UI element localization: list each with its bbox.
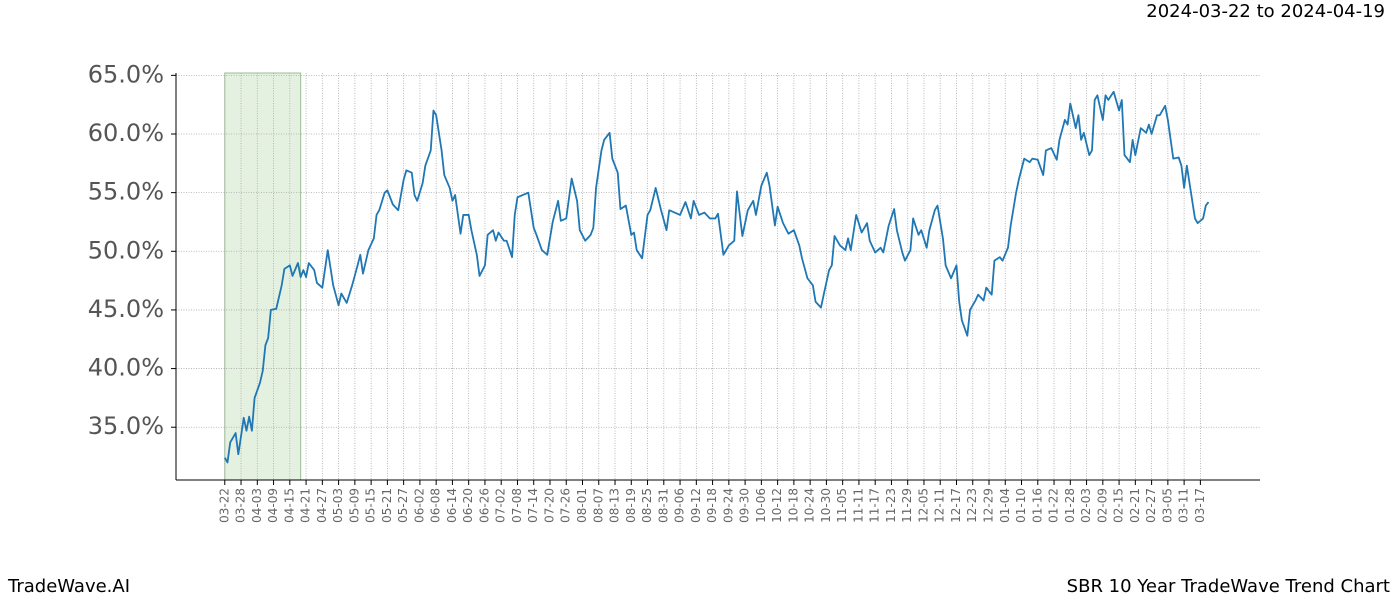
x-tick-label: 07-14 [526,488,540,523]
x-tick-label: 10-30 [819,488,833,523]
x-tick-label: 08-07 [591,488,605,523]
x-tick-label: 12-05 [916,488,930,523]
y-tick-label: 55.0% [88,178,164,206]
x-tick-label: 11-17 [868,488,882,523]
brand: TradeWave.AI [7,576,130,597]
x-tick-label: 10-12 [770,488,784,523]
x-tick-label: 05-15 [364,488,378,523]
x-tick-label: 08-19 [624,488,638,523]
x-tick-label: 01-22 [1047,488,1061,523]
x-tick-label: 02-21 [1128,488,1142,523]
x-tick-label: 06-14 [445,488,459,523]
x-tick-label: 02-03 [1079,488,1093,523]
x-tick-label: 03-11 [1177,488,1191,523]
x-tick-label: 01-16 [1030,488,1044,523]
x-tick-label: 11-29 [900,488,914,523]
line-series [224,90,1210,464]
x-tick-label: 06-02 [412,488,426,523]
x-tick-label: 08-13 [608,488,622,523]
x-tick-label: 07-26 [559,488,573,523]
x-tick-label: 09-30 [738,488,752,523]
chart-title: SBR 10 Year TradeWave Trend Chart [1067,576,1390,597]
x-tick-label: 04-03 [250,488,264,523]
x-tick-label: 04-15 [282,488,296,523]
x-tick-label: 08-31 [656,488,670,523]
x-tick-label: 04-27 [315,488,329,523]
x-tick-label: 12-29 [982,488,996,523]
x-tick-label: 04-09 [266,488,280,523]
x-tick-label: 09-12 [689,488,703,523]
x-tick-label: 05-09 [347,488,361,523]
x-tick-label: 07-08 [510,488,524,523]
x-tick-label: 08-01 [575,488,589,523]
x-tick-label: 11-05 [835,488,849,523]
x-tick-label: 06-20 [461,488,475,523]
x-tick-label: 06-08 [429,488,443,523]
y-tick-label: 65.0% [88,60,164,88]
x-tick-label: 09-18 [705,488,719,523]
x-tick-label: 01-28 [1063,488,1077,523]
x-tick-label: 08-25 [640,488,654,523]
highlight-range [224,72,302,481]
x-tick-label: 12-17 [949,488,963,523]
x-tick-label: 09-06 [673,488,687,523]
x-tick-label: 06-26 [477,488,491,523]
x-tick-label: 03-22 [217,488,231,523]
x-tick-label: 04-21 [299,488,313,523]
x-tick-label: 09-24 [721,488,735,523]
x-tick-label: 10-24 [803,488,817,523]
x-tick-label: 11-23 [884,488,898,523]
x-tick-label: 01-04 [998,488,1012,523]
x-tick-label: 07-02 [494,488,508,523]
y-tick-label: 60.0% [88,119,164,147]
x-tick-label: 07-20 [542,488,556,523]
y-tick-label: 40.0% [88,354,164,382]
x-tick-label: 05-21 [380,488,394,523]
x-tick-label: 12-23 [965,488,979,523]
x-tick-label: 03-05 [1160,488,1174,523]
x-tick-label: 05-27 [396,488,410,523]
x-tick-label: 02-15 [1112,488,1126,523]
x-tick-label: 05-03 [331,488,345,523]
x-tick-label: 02-27 [1144,488,1158,523]
x-tick-label: 12-11 [933,488,947,523]
date-range: 2024-03-22 to 2024-04-19 [1146,1,1385,22]
x-tick-label: 03-17 [1193,488,1207,523]
x-tick-label: 02-09 [1095,488,1109,523]
x-tick-label: 01-10 [1014,488,1028,523]
y-tick-label: 50.0% [88,236,164,264]
y-tick-label: 45.0% [88,295,164,323]
y-tick-label: 35.0% [88,412,164,440]
x-tick-label: 03-28 [234,488,248,523]
x-tick-label: 10-18 [786,488,800,523]
x-tick-label: 10-06 [754,488,768,523]
x-tick-label: 11-11 [851,488,865,523]
